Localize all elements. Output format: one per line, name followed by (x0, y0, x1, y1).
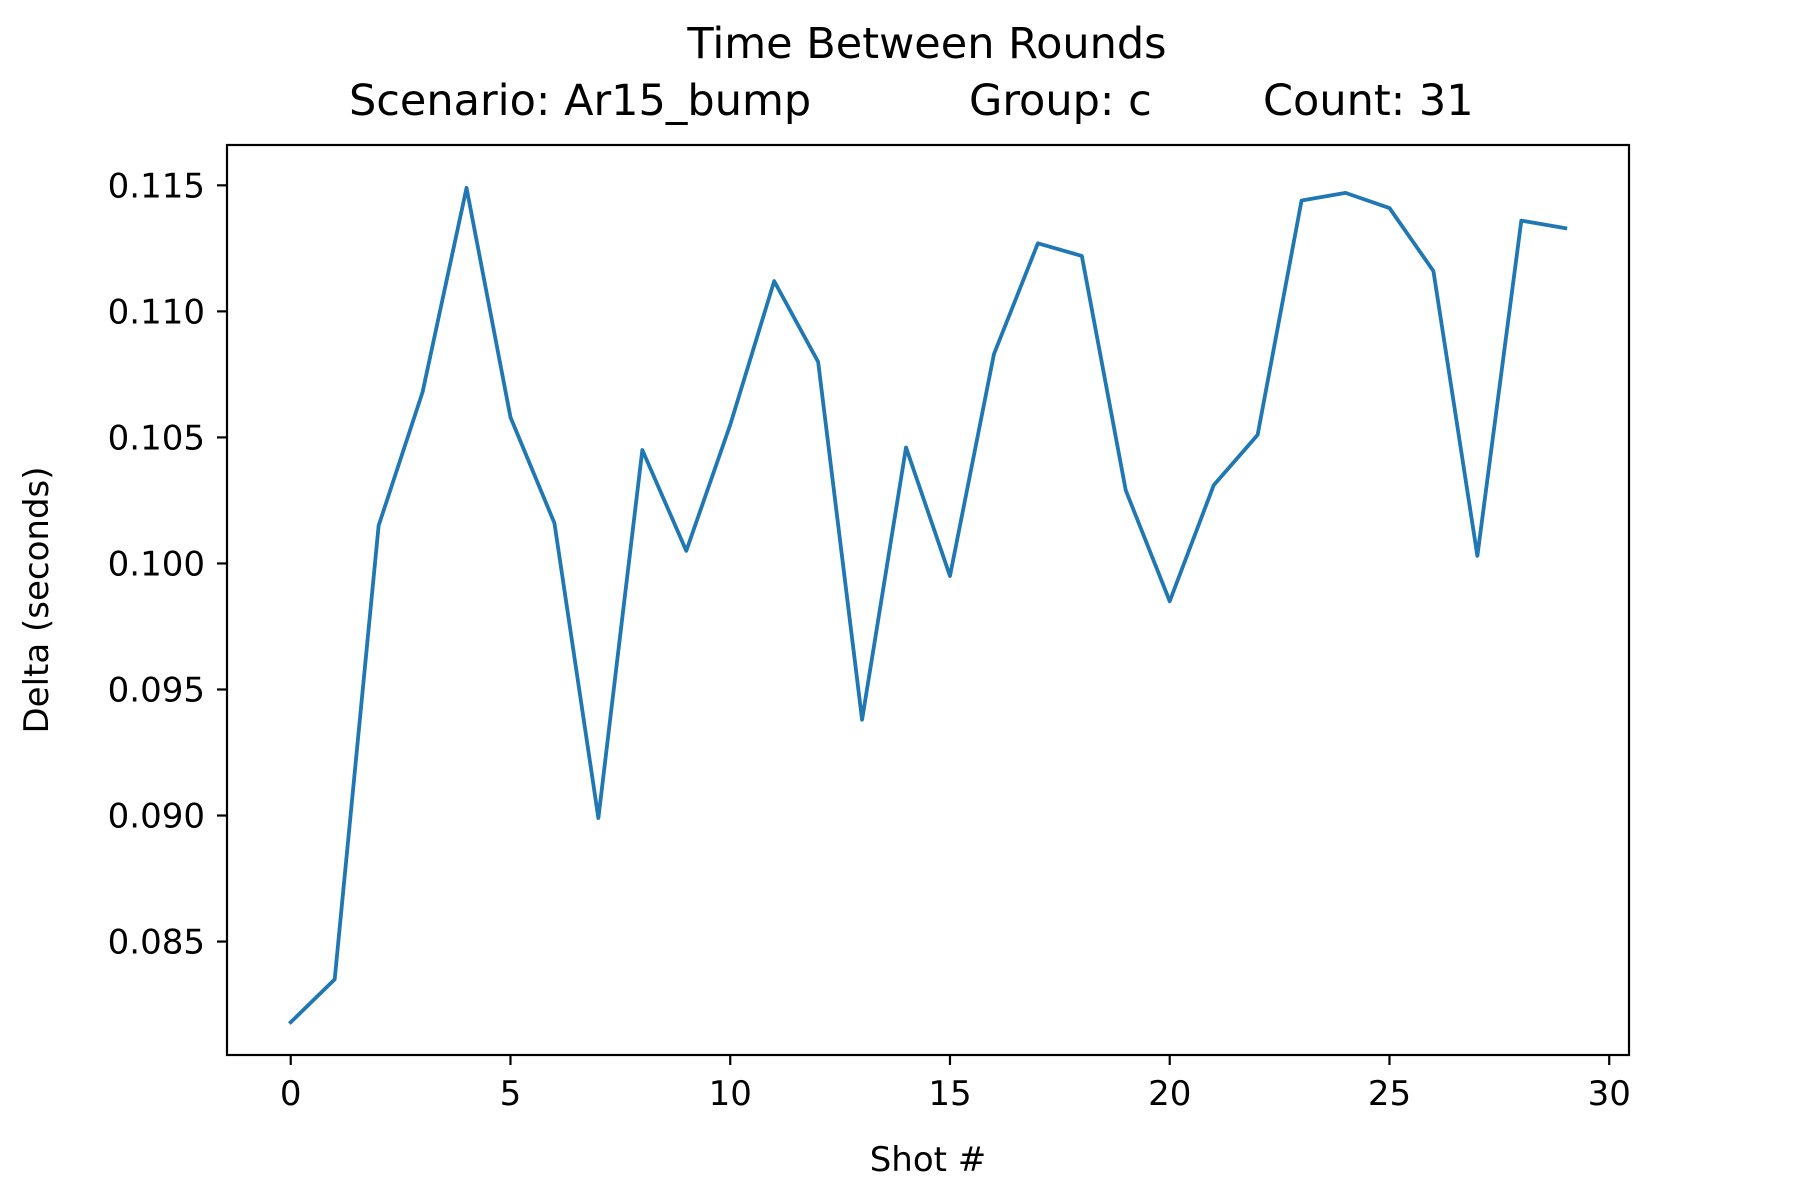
y-tick-label: 0.095 (108, 670, 205, 710)
x-axis-ticks: 0 5 10 15 20 25 30 (280, 1055, 1631, 1114)
x-tick-label: 30 (1588, 1074, 1631, 1114)
x-tick-label: 5 (500, 1074, 522, 1114)
subtitle-count: Count: 31 (1263, 76, 1474, 126)
x-tick-label: 0 (280, 1074, 302, 1114)
y-axis-ticks: 0.085 0.090 0.095 0.100 0.105 0.110 0.115 (108, 166, 227, 963)
chart-subtitle: Scenario: Ar15_bump Group: c Count: 31 (349, 76, 1474, 126)
x-tick-label: 15 (928, 1074, 971, 1114)
x-tick-label: 10 (709, 1074, 752, 1114)
subtitle-group: Group: c (969, 76, 1152, 126)
series-layer (288, 185, 1568, 1025)
x-tick-label: 20 (1148, 1074, 1191, 1114)
y-axis-label: Delta (seconds) (17, 466, 57, 733)
x-tick-label: 25 (1368, 1074, 1411, 1114)
chart-title: Time Between Rounds (686, 19, 1166, 69)
y-tick-label: 0.115 (108, 166, 205, 206)
y-tick-label: 0.110 (108, 292, 205, 332)
y-tick-label: 0.085 (108, 923, 205, 963)
series-line-0 (288, 185, 1568, 1025)
x-axis-label: Shot # (870, 1140, 987, 1180)
plot-area-frame (225, 143, 1631, 1057)
y-tick-label: 0.100 (108, 544, 205, 584)
y-tick-label: 0.090 (108, 797, 205, 837)
y-tick-label: 0.105 (108, 418, 205, 458)
subtitle-scenario: Scenario: Ar15_bump (349, 76, 811, 126)
